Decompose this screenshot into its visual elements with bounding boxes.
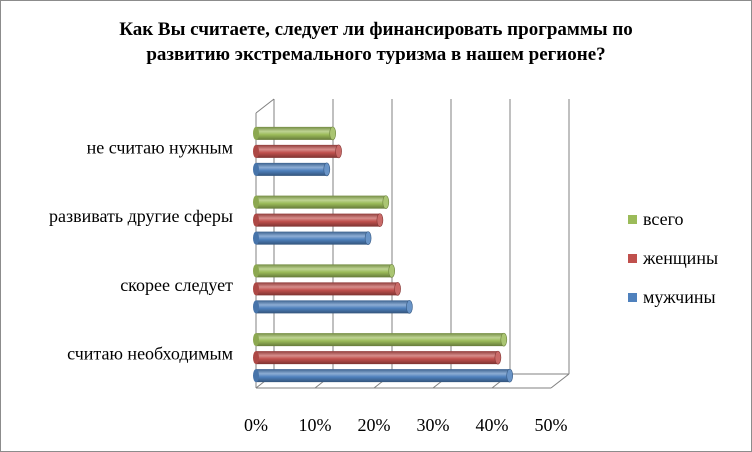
bar-end-cap <box>364 231 372 245</box>
bar <box>256 213 380 227</box>
legend-label: мужчины <box>643 287 716 307</box>
legend-swatch <box>628 215 637 224</box>
bar-end-cap <box>494 350 502 365</box>
x-tick-label: 20% <box>358 415 391 435</box>
chart-title-line-1: Как Вы считаете, следует ли финансироват… <box>119 19 633 40</box>
bar-start-cap <box>253 231 259 245</box>
bar-end-cap <box>406 300 413 314</box>
bar-end-cap <box>329 126 337 141</box>
bar <box>256 333 504 347</box>
x-tick-label: 40% <box>476 415 509 435</box>
bar-end-cap <box>500 332 508 347</box>
bar <box>256 300 410 314</box>
bar-end-cap <box>506 368 514 383</box>
bar-end-cap <box>394 282 401 296</box>
bar-end-cap <box>335 144 342 159</box>
bar <box>256 195 386 209</box>
bar <box>256 282 398 296</box>
bar-end-cap <box>382 195 390 209</box>
category-label: считаю необходимым <box>67 344 233 364</box>
bar <box>256 144 339 158</box>
bar-start-cap <box>253 300 259 314</box>
bar-end-cap <box>376 213 384 227</box>
side-wall-top <box>255 98 275 114</box>
bar <box>256 231 369 245</box>
chart-title-line-2: развитию экстремального туризма в нашем … <box>146 44 606 65</box>
legend-label: женщины <box>642 248 718 268</box>
bar-start-cap <box>253 195 259 209</box>
legend-label: всего <box>643 209 684 229</box>
floor-gridline <box>550 373 570 389</box>
bar-start-cap <box>253 162 259 176</box>
category-label: скорее следует <box>120 275 233 295</box>
bar-start-cap <box>253 126 259 140</box>
bar-end-cap <box>388 264 396 278</box>
category-label: не считаю нужным <box>87 137 233 157</box>
bar-start-cap <box>253 213 259 227</box>
x-tick-label: 30% <box>417 415 450 435</box>
legend-swatch <box>628 293 637 302</box>
bar-start-cap <box>253 282 259 296</box>
bar <box>256 264 392 278</box>
chart-title: Как Вы считаете, следует ли финансироват… <box>1 17 751 67</box>
x-tick-label: 10% <box>299 415 332 435</box>
bar <box>256 126 333 140</box>
legend-swatch <box>628 254 637 263</box>
x-tick-label: 50% <box>535 415 568 435</box>
bar-start-cap <box>253 144 259 158</box>
bar-end-cap <box>323 162 331 177</box>
bar-start-cap <box>253 264 259 278</box>
bar <box>256 351 498 365</box>
bar-start-cap <box>253 369 259 383</box>
x-tick-label: 0% <box>244 415 268 435</box>
category-label: развивать другие сферы <box>49 206 233 226</box>
bar-start-cap <box>253 333 259 347</box>
bar <box>256 162 327 176</box>
bar <box>256 369 510 383</box>
bar-start-cap <box>253 351 259 365</box>
